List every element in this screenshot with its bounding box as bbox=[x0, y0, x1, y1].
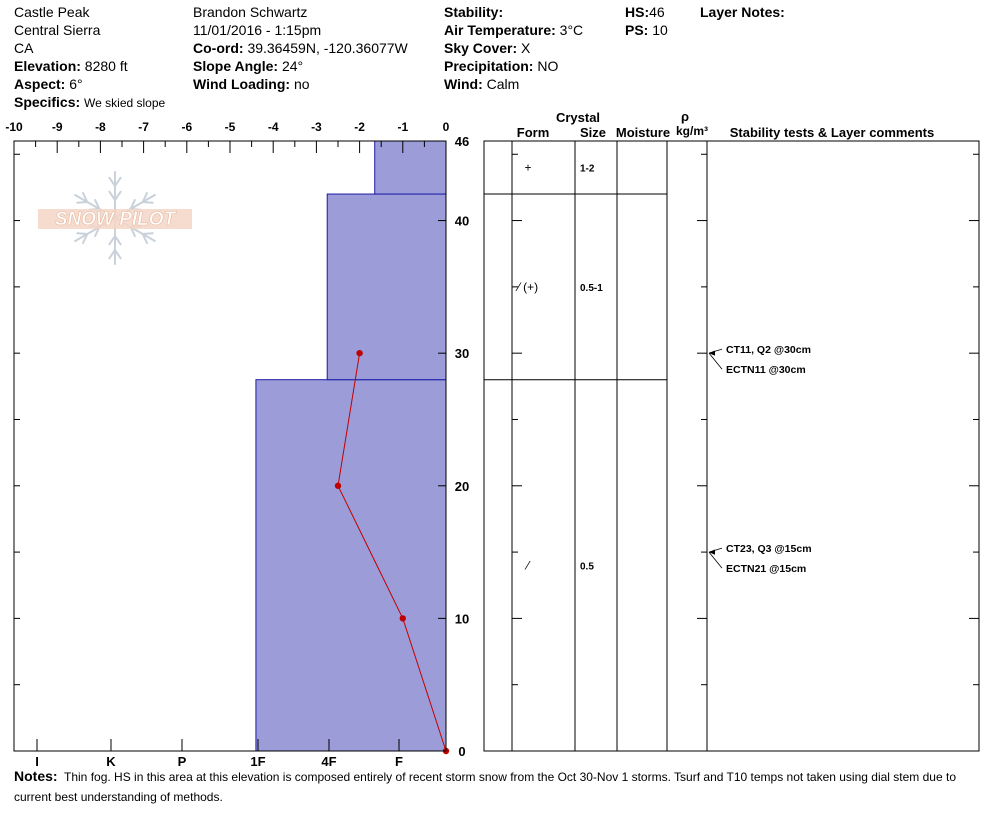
height-tick-label: 46 bbox=[455, 134, 469, 149]
slope-angle: Slope Angle: 24° bbox=[193, 58, 304, 74]
svg-text:SNOW PILOT: SNOW PILOT bbox=[55, 209, 177, 230]
hardness-tick-label: 4F bbox=[321, 754, 336, 769]
snowpilot-logo: SNOW PILOT bbox=[38, 171, 192, 265]
snow-height: HS:46 bbox=[625, 4, 665, 20]
mountain-range: Central Sierra bbox=[14, 22, 101, 38]
hardness-tick-label: I bbox=[35, 754, 39, 769]
hardness-layers bbox=[255, 140, 447, 752]
temp-tick-label: -1 bbox=[397, 120, 408, 134]
snowflake-branch bbox=[141, 232, 154, 235]
col-density: kg/m³ bbox=[676, 124, 708, 138]
temperature-line bbox=[337, 353, 447, 752]
crystal-size: 0.5 bbox=[580, 561, 594, 572]
state: CA bbox=[14, 40, 34, 56]
snowflake-branch bbox=[114, 190, 122, 201]
stability-arrow-icon bbox=[709, 549, 715, 555]
temp-tick-label: 0 bbox=[443, 120, 450, 134]
snowflake-branch bbox=[94, 198, 101, 210]
wind-loading: Wind Loading: no bbox=[193, 76, 310, 92]
col-crystal: Crystal bbox=[556, 110, 600, 125]
stability-test-label: CT23, Q3 @15cm bbox=[726, 543, 812, 555]
temp-tick-label: -2 bbox=[354, 120, 365, 134]
layer-table bbox=[483, 140, 980, 752]
hardness-layer-bar bbox=[374, 140, 447, 195]
col-moisture: Moisture bbox=[616, 125, 670, 140]
snowflake-branch bbox=[108, 190, 116, 201]
temp-tick-label: -8 bbox=[95, 120, 106, 134]
hardness-tick-label: 1F bbox=[250, 754, 265, 769]
snowflake-branch bbox=[108, 249, 116, 260]
col-size: Size bbox=[580, 125, 606, 140]
left-axes: -10 -9 -8 -7 -6 -5 -4 -3 -2 -1 0I K P 1F 4F F0102030404… bbox=[5, 120, 469, 769]
temp-tick-label: -10 bbox=[5, 120, 23, 134]
height-tick-label: 40 bbox=[455, 214, 469, 229]
col-rho: ρ bbox=[681, 109, 689, 124]
snowflake-branch bbox=[129, 198, 136, 210]
temp-tick-label: -7 bbox=[138, 120, 149, 134]
table-ticks: CT11, Q2 @30cm ECTN11 @30cm CT23, Q3 @15cm… bbox=[512, 153, 979, 686]
pit-depth: PS: 10 bbox=[625, 22, 668, 38]
table-rows: +1-2 ⁄ (+) 0.5-1 ⁄ 0.5 bbox=[484, 140, 667, 572]
snowflake-branch bbox=[114, 249, 122, 260]
crystal-size: 1-2 bbox=[580, 164, 595, 175]
aspect: Aspect: 6° bbox=[14, 76, 83, 92]
precipitation: Precipitation: NO bbox=[444, 58, 559, 74]
observer-name: Brandon Schwartz bbox=[193, 4, 308, 20]
height-tick-label: 30 bbox=[455, 346, 469, 361]
stability-arrow-icon bbox=[709, 350, 715, 356]
crystal-form: ⁄ bbox=[524, 558, 531, 572]
snow-profile-chart: SNOW PILOT -10 -9 -8 -7 -6 -5 -4 -3 -2 -1 0I K P 1F 4F… bbox=[5, 109, 980, 769]
height-tick-label: 10 bbox=[455, 611, 469, 626]
hardness-tick-label: P bbox=[178, 754, 187, 769]
snowflake-branch bbox=[141, 191, 149, 203]
crystal-form: + bbox=[524, 161, 531, 175]
temp-tick-label: -6 bbox=[181, 120, 192, 134]
hardness-tick-label: K bbox=[106, 754, 116, 769]
stability-test-label: ECTN21 @15cm bbox=[726, 563, 806, 575]
temp-tick-label: -9 bbox=[52, 120, 63, 134]
sky-cover: Sky Cover: X bbox=[444, 40, 531, 56]
snowflake-branch bbox=[114, 176, 122, 187]
height-tick-label: 0 bbox=[458, 744, 465, 759]
layer-notes-label: Layer Notes: bbox=[700, 4, 785, 20]
notes: Notes: Thin fog. HS in this area at this… bbox=[14, 766, 980, 807]
col-form: Form bbox=[517, 125, 550, 140]
stability-pointer bbox=[708, 352, 723, 370]
col-stability: Stability tests & Layer comments bbox=[730, 125, 934, 140]
snowflake-branch bbox=[76, 232, 89, 235]
snowflake-branch bbox=[141, 201, 154, 204]
stability: Stability: bbox=[444, 4, 504, 20]
crystal-form: ⁄ (+) bbox=[515, 280, 538, 294]
snowflake-branch bbox=[108, 235, 116, 246]
snowflake-branch bbox=[141, 233, 149, 245]
coordinates: Co-ord: 39.36459N, -120.36077W bbox=[193, 40, 408, 56]
temperature-point bbox=[399, 615, 406, 622]
notes-label: Notes: bbox=[14, 768, 58, 784]
specifics: Specifics: We skied slope bbox=[14, 94, 166, 110]
temp-tick-label: -5 bbox=[225, 120, 236, 134]
snowflake-branch bbox=[108, 176, 116, 187]
wind: Wind: Calm bbox=[444, 76, 520, 92]
temp-tick-label: -4 bbox=[268, 120, 279, 134]
notes-text: Thin fog. HS in this area at this elevat… bbox=[14, 770, 956, 804]
elevation: Elevation: 8280 ft bbox=[14, 58, 128, 74]
stability-pointer bbox=[708, 551, 723, 569]
snowflake-branch bbox=[76, 201, 89, 204]
snowflake-branch bbox=[81, 191, 89, 203]
air-temperature: Air Temperature: 3°C bbox=[444, 22, 584, 38]
snowflake-branch bbox=[81, 233, 89, 245]
height-tick-label: 20 bbox=[455, 479, 469, 494]
temperature-point bbox=[356, 349, 363, 357]
hardness-layer-bar bbox=[255, 379, 447, 752]
location-name: Castle Peak bbox=[14, 4, 90, 20]
snowflake-branch bbox=[114, 235, 122, 246]
crystal-size: 0.5-1 bbox=[580, 283, 603, 294]
stability-test-label: ECTN11 @30cm bbox=[726, 364, 806, 376]
hardness-layer-bar bbox=[326, 193, 447, 381]
hardness-tick-label: F bbox=[395, 754, 403, 769]
temp-tick-label: -3 bbox=[311, 120, 322, 134]
stability-test-label: CT11, Q2 @30cm bbox=[726, 344, 811, 356]
temperature-point bbox=[334, 482, 342, 489]
observation-datetime: 11/01/2016 - 1:15pm bbox=[193, 22, 322, 38]
